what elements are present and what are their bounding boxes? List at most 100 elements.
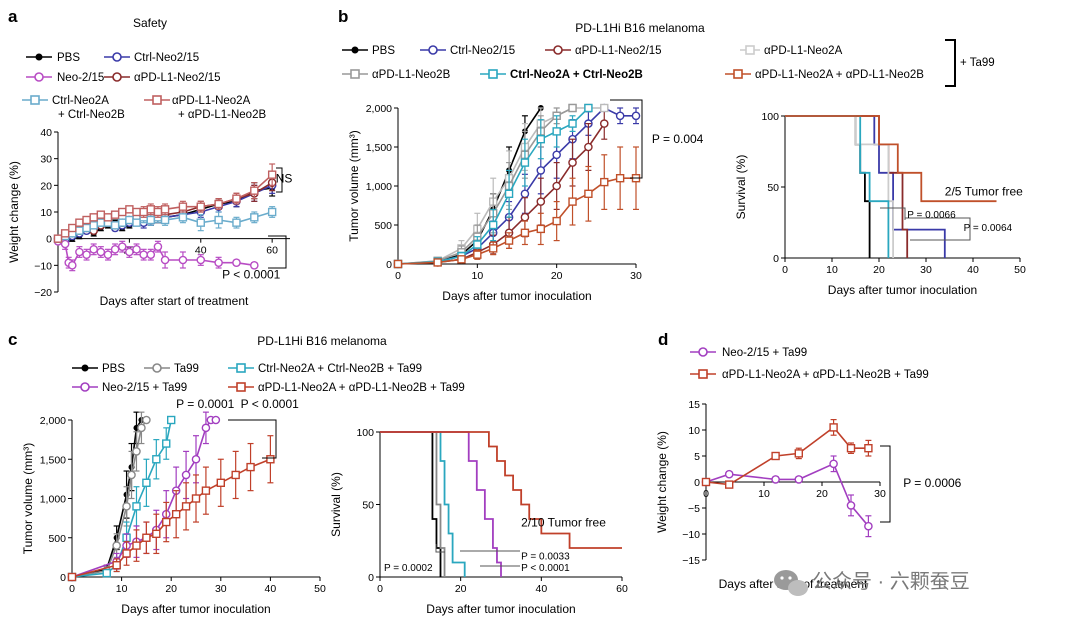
data-point <box>504 189 514 199</box>
series-b1-3 <box>393 103 609 269</box>
data-point <box>232 258 241 267</box>
legend-c-pbs-marker <box>81 364 89 372</box>
legend-b-ctrl-neo-marker <box>428 45 438 55</box>
x-tick-label-b2: 30 <box>920 264 932 276</box>
y-axis-label-b2: Survival (%) <box>734 155 748 220</box>
data-point <box>142 478 151 487</box>
legend-a-neo215-marker <box>34 72 44 82</box>
survival-curve <box>785 115 871 258</box>
data-point <box>552 127 561 136</box>
annotation-b2-1: P = 0.0066 <box>907 210 956 221</box>
data-point <box>829 459 838 469</box>
data-point <box>393 259 403 269</box>
data-point <box>146 250 156 259</box>
y-tick-label-b2: 100 <box>761 111 779 123</box>
data-point <box>250 261 259 270</box>
data-point <box>137 423 146 433</box>
survival-curve <box>785 115 894 258</box>
legend-c-ta99: Ta99 <box>144 363 199 375</box>
data-point <box>96 210 106 219</box>
legend-b-apdl1-neo-label: αPD-L1-Neo2/15 <box>575 45 662 57</box>
data-point <box>139 250 148 259</box>
data-point <box>181 470 191 480</box>
legend-c-apdl1-ab-marker <box>236 382 246 392</box>
y-tick-label-b1: 500 <box>374 220 392 232</box>
chart-c-survival: 0 50 100 0 20 40 60 Days after tumor inoculatio… <box>329 427 628 616</box>
series-c2-4 <box>380 431 622 549</box>
title-b: PD-L1Hi B16 melanoma <box>575 21 705 35</box>
x-tick-label-c2: 60 <box>616 583 628 595</box>
bracket-c1 <box>228 419 277 459</box>
legend-a-ctrl-ab: Ctrl-Neo2A + Ctrl-Neo2B <box>22 95 125 121</box>
data-point <box>457 255 466 264</box>
legend-b-apdl1-ab-marker <box>733 69 743 79</box>
series-c1-0 <box>69 411 145 580</box>
data-point <box>725 480 734 489</box>
series-b2-1 <box>785 115 946 258</box>
x-axis-label-a: Days after start of treatment <box>100 294 249 308</box>
bracket-c2 <box>435 544 520 567</box>
data-point <box>191 494 201 503</box>
legend-d-neo215-marker <box>698 347 708 357</box>
data-point <box>552 216 561 226</box>
data-point <box>520 158 530 167</box>
data-point <box>600 103 609 113</box>
data-point <box>67 572 77 582</box>
x-tick-label-d: 20 <box>816 488 828 500</box>
data-point <box>701 477 711 487</box>
x-tick-label-b2: 20 <box>873 264 885 276</box>
data-point <box>132 218 141 227</box>
data-point <box>846 501 856 510</box>
data-point <box>60 229 70 238</box>
chart-b-tumor-volume: 0 500 1,000 1,500 2,000 0 10 20 30 Days after tum… <box>347 103 642 303</box>
legend-b-apdl1-neo: αPD-L1-Neo2/15 <box>545 45 662 57</box>
data-point <box>67 261 77 270</box>
annotation-d-0: P = 0.0006 <box>903 476 961 490</box>
data-point <box>112 561 121 570</box>
legend-a-pbs-label: PBS <box>57 52 80 64</box>
data-point <box>211 415 221 425</box>
legend-a-neo215: Neo-2/15 <box>26 72 104 84</box>
series-b1-6 <box>393 146 641 269</box>
data-point <box>82 223 91 233</box>
data-point <box>162 517 171 527</box>
legend-c-neo215-marker <box>80 382 90 392</box>
legend-a-pbs-marker <box>35 53 43 61</box>
data-point <box>216 478 226 487</box>
significance-brackets <box>228 99 971 567</box>
legend-a-ctrl-neo-label: Ctrl-Neo2/15 <box>134 52 199 64</box>
legend-b-pbs: PBS <box>342 45 395 57</box>
x-axis-label-b2: Days after tumor inoculation <box>828 283 977 297</box>
legend-b-ctrl-neo: Ctrl-Neo2/15 <box>420 45 515 57</box>
y-tick-label-d: 5 <box>694 451 700 463</box>
data-point <box>68 223 77 233</box>
legend-a-apdl1-neo-label: αPD-L1-Neo2/15 <box>134 72 221 84</box>
watermark-text: 公众号 · 六颗蚕豆 <box>812 570 970 593</box>
data-point <box>118 218 127 227</box>
data-point <box>132 245 141 254</box>
data-point <box>178 213 188 222</box>
x-tick-label-c1: 10 <box>116 583 128 595</box>
data-point <box>846 444 856 453</box>
data-point <box>110 245 120 254</box>
legend-d-neo215: Neo-2/15 + Ta99 <box>690 347 807 359</box>
legend-b-apdl1-ab-label: αPD-L1-Neo2A + αPD-L1-Neo2B <box>755 69 924 81</box>
x-tick-label-b2: 10 <box>826 264 838 276</box>
x-tick-label-b2: 40 <box>967 264 979 276</box>
y-tick-label-d: 0 <box>694 477 700 489</box>
data-point <box>162 439 171 448</box>
legend-a-ctrl-ab-marker <box>30 95 40 105</box>
data-point <box>473 250 482 259</box>
data-point <box>489 220 498 230</box>
legend-c: PBS Ta99 Ctrl-Neo2A + Ctrl-Neo2B + Ta99 … <box>72 363 465 394</box>
data-point <box>214 215 223 225</box>
x-axis-label-b1: Days after tumor inoculation <box>442 289 591 303</box>
legend-c-ta99-marker <box>152 363 162 373</box>
panel-letter-b: b <box>338 7 348 26</box>
x-tick-label-c2: 40 <box>535 583 547 595</box>
y-tick-label-b1: 1,500 <box>366 142 392 154</box>
data-point <box>152 455 161 464</box>
data-point <box>118 207 127 217</box>
survival-curve <box>785 115 997 203</box>
